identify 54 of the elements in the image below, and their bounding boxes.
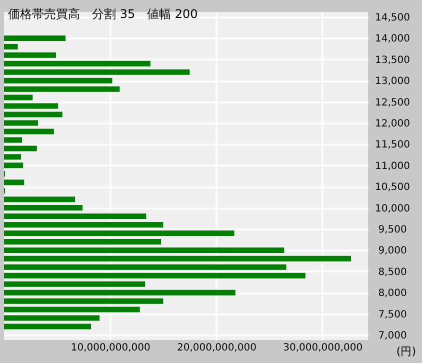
y-tick-label: 12,000 [375,118,410,130]
text: (円) [396,345,416,358]
bar [4,315,100,321]
bar [4,298,164,304]
y-tick-label: 9,000 [378,246,407,257]
y-tick-label: 7,500 [378,309,407,320]
y-tick-label: 11,500 [375,140,410,151]
bar [4,264,286,270]
bar [4,196,76,202]
y-tick-label: 13,000 [375,76,410,88]
bar [4,281,146,287]
y-tick-label: 12,500 [375,97,410,108]
bar [4,112,62,118]
bar [4,205,83,211]
bar [4,86,120,92]
bar [4,69,190,75]
bar [4,290,236,296]
bar [4,306,140,312]
bar [4,120,38,126]
bar [4,230,234,236]
y-tick-label: 13,500 [375,54,410,66]
x-tick-label: 20,000,000,000 [176,342,257,354]
chart-title: 価格帯売買高 分割 35 値幅 200 [8,7,198,21]
bar [4,247,284,253]
bar [4,238,162,244]
y-tick-label: 11,000 [375,160,410,172]
bar [4,137,22,143]
bar [4,324,92,330]
bar [4,52,56,58]
y-tick-label: 9,500 [378,224,407,236]
bar [4,214,146,220]
y-tick-label: 14,000 [375,34,410,45]
bar [4,272,306,278]
y-tick-label: 14,500 [375,12,410,24]
y-tick-label: 10,500 [375,182,410,194]
bar [4,162,24,168]
y-tick-label: 8,000 [378,288,407,300]
bar [4,180,24,186]
bar [4,222,164,228]
bar [4,128,54,134]
y-tick-label: 8,500 [378,266,407,278]
bar [4,94,33,100]
bar [4,256,352,262]
y-tick-label: 10,000 [375,203,410,214]
bar [4,103,58,109]
x-tick-label: 10,000,000,000 [70,342,150,354]
bar [4,78,112,84]
y-tick-label: 7,000 [378,330,407,342]
x-tick-label: 30,000,000,000 [283,342,363,354]
bar [4,60,150,66]
bar [4,146,37,152]
bar [4,44,18,50]
bar [4,35,66,41]
bar [4,154,21,160]
